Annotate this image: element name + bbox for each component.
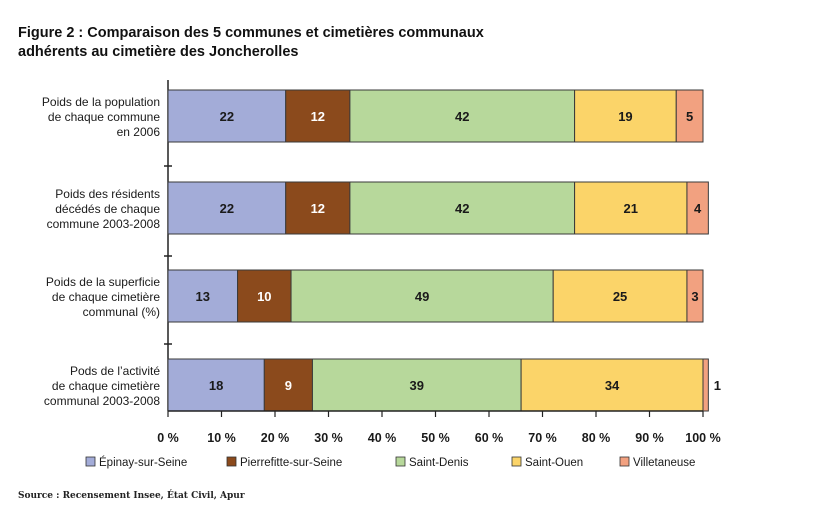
chart-title-line-1: Figure 2 : Comparaison des 5 communes et… bbox=[18, 25, 484, 41]
bar-segment-2-5 bbox=[686, 181, 709, 235]
bar-segment-3-3 bbox=[290, 269, 554, 323]
bar-segment-3-2 bbox=[237, 269, 292, 323]
bar-segment-4-2 bbox=[263, 358, 313, 412]
data-label-4-2: 9 bbox=[285, 378, 292, 393]
x-tick-label-1: 10 % bbox=[207, 431, 236, 445]
bar-segment-1-1 bbox=[167, 89, 287, 143]
bar-segment-1-3 bbox=[349, 89, 576, 143]
data-label-2-4: 21 bbox=[624, 201, 638, 216]
x-tick-label-0: 0 % bbox=[157, 431, 179, 445]
x-tick-label-2: 20 % bbox=[261, 431, 290, 445]
x-tick-label-9: 90 % bbox=[635, 431, 664, 445]
data-label-3-3: 49 bbox=[415, 289, 429, 304]
x-tick-label-7: 70 % bbox=[528, 431, 557, 445]
data-label-2-3: 42 bbox=[455, 201, 469, 216]
data-label-3-4: 25 bbox=[613, 289, 627, 304]
legend-label-4: Saint-Ouen bbox=[525, 457, 583, 469]
data-label-2-1: 22 bbox=[220, 201, 234, 216]
legend-label-1: Épinay-sur-Seine bbox=[99, 456, 187, 469]
x-tick-label-5: 50 % bbox=[421, 431, 450, 445]
data-label-4-5: 1 bbox=[714, 378, 721, 393]
bar-segment-3-4 bbox=[552, 269, 688, 323]
x-tick-label-6: 60 % bbox=[475, 431, 504, 445]
legend-swatch-5 bbox=[619, 456, 630, 467]
category-label-3-line-1: Poids de la superficie bbox=[46, 275, 160, 289]
bar-segment-4-3 bbox=[311, 358, 522, 412]
data-label-4-1: 18 bbox=[209, 378, 223, 393]
data-label-1-5: 5 bbox=[686, 109, 693, 124]
category-label-1-line-2: de chaque commune bbox=[48, 110, 160, 124]
legend-label-3: Saint-Denis bbox=[409, 457, 469, 469]
category-label-1-line-3: en 2006 bbox=[117, 125, 161, 139]
data-label-3-1: 13 bbox=[196, 289, 210, 304]
chart-title-line-2: adhérents au cimetière des Joncherolles bbox=[18, 44, 299, 60]
legend-label-2: Pierrefitte-sur-Seine bbox=[240, 457, 342, 469]
x-tick-label-3: 30 % bbox=[314, 431, 343, 445]
category-label-2-line-1: Poids des résidents bbox=[55, 187, 160, 201]
x-tick-label-4: 40 % bbox=[368, 431, 397, 445]
category-label-4-line-2: de chaque cimetière bbox=[52, 379, 160, 393]
category-label-3-line-2: de chaque cimetière bbox=[52, 290, 160, 304]
legend-swatch-1 bbox=[85, 456, 96, 467]
legend-swatch-2 bbox=[226, 456, 237, 467]
data-label-4-4: 34 bbox=[605, 378, 620, 393]
bar-segment-3-5 bbox=[686, 269, 704, 323]
data-label-1-1: 22 bbox=[220, 109, 234, 124]
data-label-1-2: 12 bbox=[311, 109, 325, 124]
chart-title: Figure 2 : Comparaison des 5 communes et… bbox=[18, 24, 484, 62]
bar-segment-4-5 bbox=[702, 358, 709, 412]
bar-segment-4-4 bbox=[520, 358, 704, 412]
bar-segment-1-4 bbox=[574, 89, 677, 143]
legend-label-5: Villetaneuse bbox=[633, 457, 695, 469]
data-label-1-4: 19 bbox=[618, 109, 632, 124]
bar-segment-2-1 bbox=[167, 181, 287, 235]
data-label-1-3: 42 bbox=[455, 109, 469, 124]
bar-segment-1-5 bbox=[675, 89, 704, 143]
data-label-3-2: 10 bbox=[257, 289, 271, 304]
data-label-3-5: 3 bbox=[691, 289, 698, 304]
category-label-2-line-3: commune 2003-2008 bbox=[47, 217, 161, 231]
bar-segment-1-2 bbox=[285, 89, 351, 143]
data-label-2-2: 12 bbox=[311, 201, 325, 216]
category-label-3-line-3: communal (%) bbox=[83, 305, 160, 319]
bar-segment-4-1 bbox=[167, 358, 265, 412]
data-label-2-5: 4 bbox=[694, 201, 702, 216]
category-label-1-line-1: Poids de la population bbox=[42, 95, 160, 109]
category-label-2-line-2: décédés de chaque bbox=[55, 202, 160, 216]
bar-segment-2-3 bbox=[349, 181, 576, 235]
category-label-4-line-3: communal 2003-2008 bbox=[44, 394, 160, 408]
category-label-4-line-1: Pods de l’activité bbox=[70, 364, 160, 378]
bar-segment-2-4 bbox=[574, 181, 688, 235]
source-note: Source : Recensement Insee, État Civil, … bbox=[18, 491, 245, 501]
legend-swatch-3 bbox=[395, 456, 406, 467]
bar-segment-3-1 bbox=[167, 269, 239, 323]
x-tick-label-8: 80 % bbox=[582, 431, 611, 445]
bar-segment-2-2 bbox=[285, 181, 351, 235]
x-tick-label-10: 100 % bbox=[685, 431, 720, 445]
legend-swatch-4 bbox=[511, 456, 522, 467]
data-label-4-3: 39 bbox=[410, 378, 424, 393]
